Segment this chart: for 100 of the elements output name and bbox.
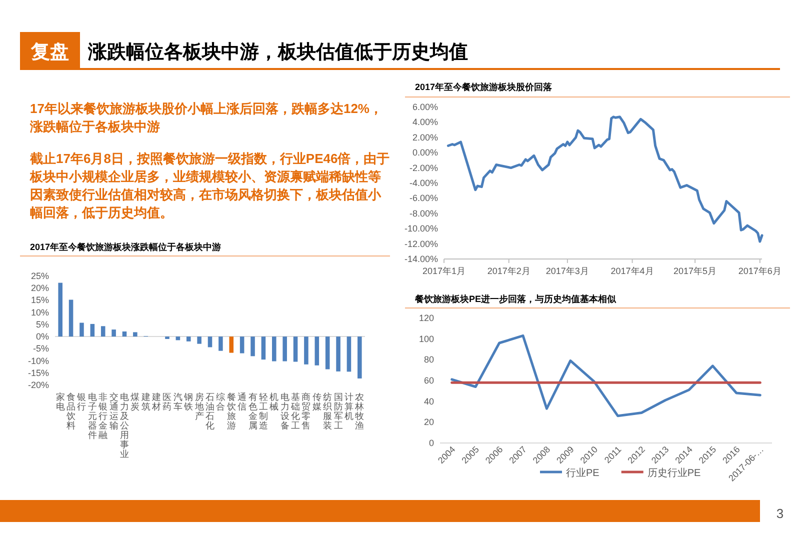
x-tick-label: 传媒	[312, 392, 322, 412]
y-tick-label: -6.00%	[409, 193, 438, 204]
bar	[176, 336, 180, 340]
x-tick-label: 2017年2月	[487, 266, 530, 276]
x-tick-label: 房地产	[194, 392, 204, 421]
y-tick-label: -12.00%	[404, 238, 438, 249]
y-tick-label: -15%	[28, 368, 49, 378]
bar	[346, 336, 352, 372]
x-tick-label: 2017年1月	[422, 266, 466, 276]
x-tick-label: 综合	[216, 392, 226, 412]
text: 复盘	[30, 42, 69, 63]
y-tick-label: 2.00%	[412, 132, 438, 142]
bar	[325, 336, 330, 370]
x-tick-label: 商贸零售	[302, 392, 311, 430]
bar	[208, 336, 212, 348]
bar	[229, 336, 234, 353]
bar	[112, 330, 116, 337]
bar	[90, 324, 95, 337]
x-tick-label: 钢铁	[183, 392, 194, 412]
x-tick-label: 2017年6月	[738, 266, 782, 276]
bar	[186, 336, 191, 342]
bar	[314, 336, 320, 366]
chart-title: 2017年至今餐饮旅游板块股价回落	[415, 82, 554, 92]
x-tick-label: 轻工制造	[258, 392, 268, 430]
legend-label: 历史行业PE	[647, 467, 702, 479]
y-tick-label: 0.00%	[412, 148, 438, 158]
y-tick-label: 20%	[30, 283, 49, 294]
bar	[304, 336, 308, 364]
bar	[218, 336, 223, 351]
x-tick-label: 家电	[56, 392, 65, 412]
bar	[358, 336, 362, 378]
x-tick-label: 电力设备	[280, 392, 290, 430]
y-tick-label: 10%	[30, 307, 49, 318]
y-tick-label: -10%	[28, 356, 49, 366]
x-tick-label: 2017年4月	[610, 266, 654, 276]
y-tick-label: -20%	[28, 380, 49, 390]
bar	[58, 282, 62, 337]
y-tick-label: 40	[424, 396, 434, 406]
x-tick-label: 基础化工	[290, 392, 300, 430]
y-tick-label: 80	[424, 354, 434, 365]
chart-title: 2017年至今餐饮旅游板块涨跌幅位于各板块中游	[30, 242, 222, 252]
line-series	[450, 334, 762, 418]
x-tick-label: 餐饮旅游	[226, 392, 236, 430]
y-tick-label: -10.00%	[404, 224, 438, 234]
bar	[272, 336, 276, 362]
bar	[122, 331, 127, 337]
bar	[250, 336, 255, 356]
y-tick-label: 5%	[36, 319, 49, 330]
y-tick-label: -2.00%	[409, 162, 438, 173]
x-tick-label: 交通运输	[109, 392, 118, 430]
y-tick-label: -14.00%	[404, 254, 438, 264]
x-tick-label: 农林牧渔	[354, 392, 364, 430]
y-tick-label: -4.00%	[409, 178, 438, 188]
y-tick-label: 6.00%	[412, 102, 438, 112]
x-tick-label: 有色金属	[248, 392, 258, 430]
bar	[240, 336, 244, 354]
bar	[100, 326, 106, 337]
y-tick-label: -5%	[32, 344, 49, 354]
bar	[282, 336, 287, 362]
x-tick-label: 食品饮料	[66, 392, 76, 430]
y-tick-label: 100	[418, 334, 434, 344]
text: 截止17年6月8日，按照餐饮旅游一级指数，行业PE46倍，由于板块中小规模企业居多，业绩规模较小、资源禀赋端稀缺性等因素致使行业估值相对较高，在市场风格切换下，板块估值小幅回落，低于历史均值。	[30, 150, 390, 222]
x-tick-label: 非银行金融	[98, 392, 108, 440]
x-tick-label: 国防军工	[334, 392, 343, 430]
x-tick-label: 机械	[270, 392, 279, 412]
text: 3	[776, 506, 784, 521]
chart-title: 餐饮旅游板块PE进一步回落，与历史均值基本相似	[414, 294, 618, 304]
x-tick-label: 建筑	[140, 392, 150, 412]
x-tick-label: 煤炭	[130, 392, 140, 412]
x-tick-label: 电子元器件	[88, 392, 97, 440]
y-tick-label: 20	[424, 417, 434, 428]
x-tick-label: 汽车	[173, 392, 182, 412]
text: 涨跌幅位各板块中游，板块估值低于历史均值	[87, 41, 468, 63]
x-tick-label: 2017年3月	[546, 266, 589, 276]
bar	[197, 336, 202, 344]
bar	[261, 336, 266, 360]
bar	[80, 322, 84, 337]
line-series	[446, 116, 764, 243]
x-tick-label: 石油石化	[206, 392, 214, 430]
x-tick-label: 计算机	[344, 392, 354, 421]
y-tick-label: 15%	[30, 295, 49, 306]
x-tick-label: 纺织服装	[323, 392, 332, 430]
x-tick-label: 建材	[151, 392, 162, 412]
x-tick-label: 2017年5月	[674, 266, 717, 276]
y-tick-label: 4.00%	[412, 117, 438, 128]
y-tick-label: -8.00%	[409, 208, 438, 218]
x-tick-label: 通信	[238, 392, 247, 412]
y-tick-label: 60	[424, 376, 434, 386]
y-tick-label: 0	[428, 438, 434, 448]
bar	[68, 300, 74, 337]
x-tick-label: 医药	[162, 392, 172, 412]
x-tick-label: 电力及公用事业	[120, 392, 129, 459]
text: 17年以来餐饮旅游板块股价小幅上涨后回落，跌幅多达12%，涨跌幅位于各板块中游	[30, 100, 384, 136]
bar	[133, 332, 138, 337]
y-tick-label: 0%	[36, 332, 49, 342]
bar	[336, 336, 340, 372]
legend-label: 行业PE	[566, 467, 600, 479]
y-tick-label: 25%	[30, 271, 49, 281]
y-tick-label: 120	[418, 313, 434, 323]
bar	[293, 336, 298, 362]
